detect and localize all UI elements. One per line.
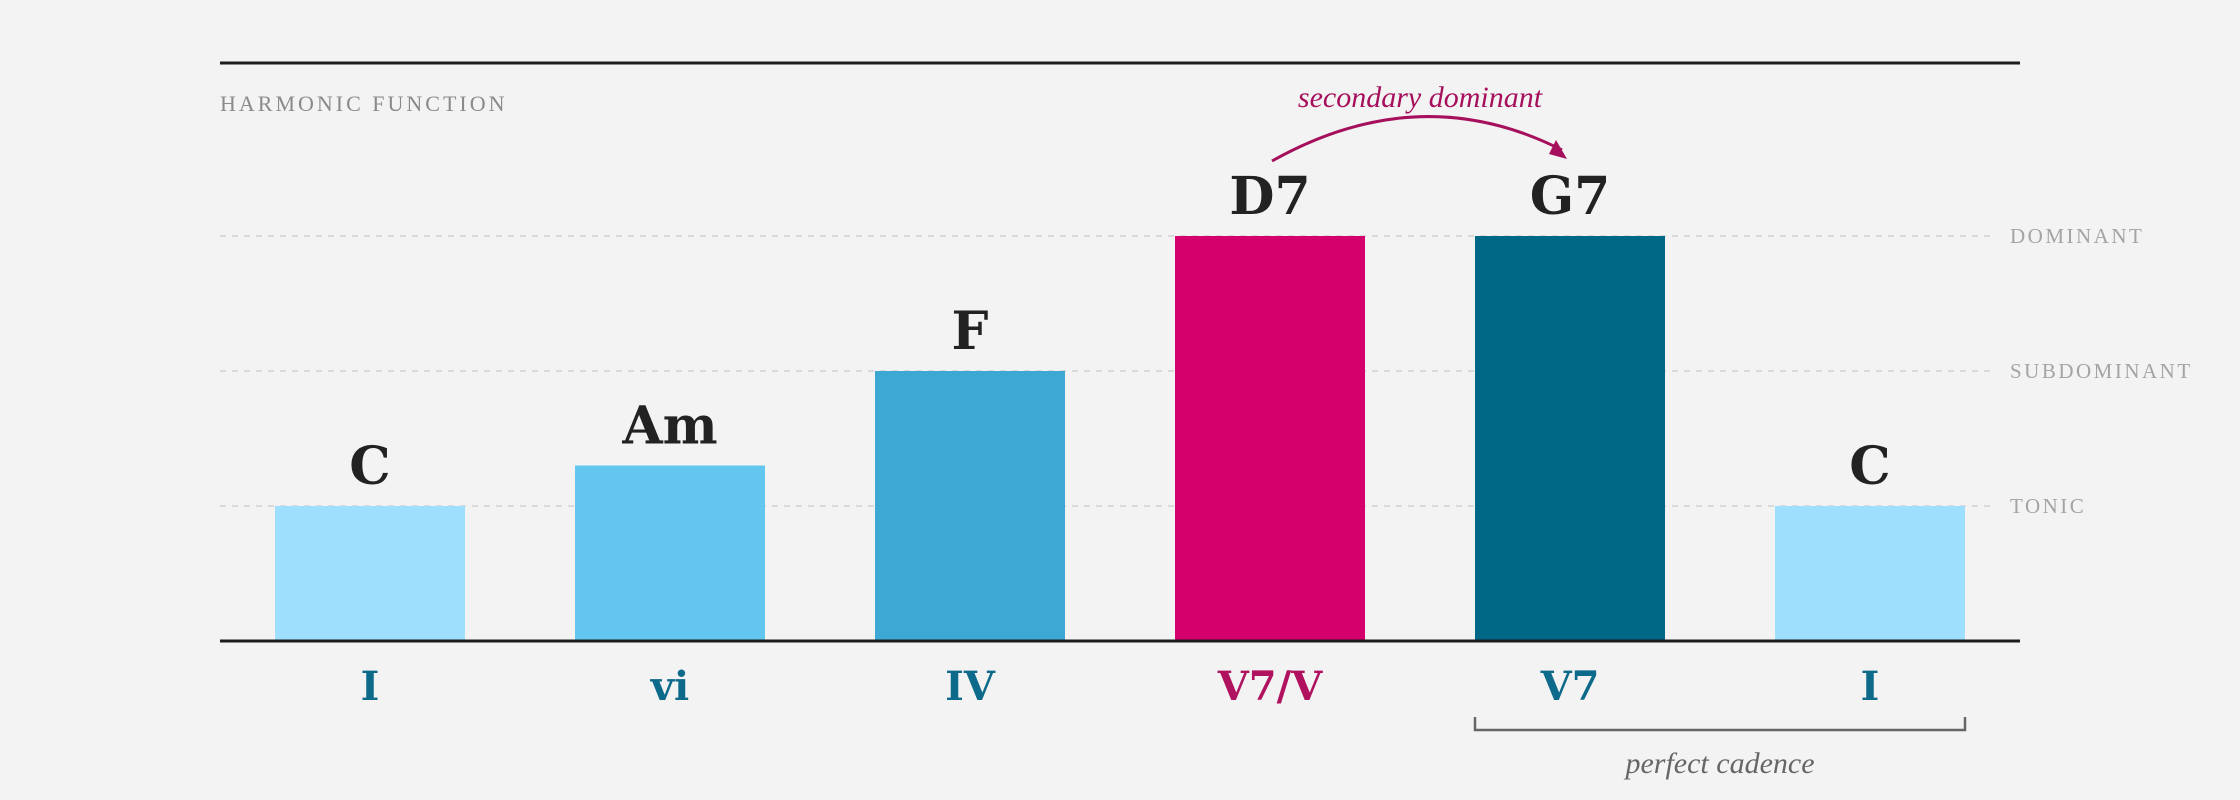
numeral-label-3: V7/V — [1217, 663, 1323, 710]
chord-label-3: D7 — [1229, 166, 1310, 227]
chord-label-4: G7 — [1530, 166, 1611, 227]
bar-0 — [275, 506, 465, 641]
numeral-label-1: vi — [650, 663, 689, 710]
arrow-head-icon — [1549, 140, 1567, 159]
secondary-dominant-annotation: secondary dominant — [1298, 81, 1543, 114]
numeral-label-5: I — [1861, 663, 1880, 710]
level-label-subdominant: SUBDOMINANT — [2010, 359, 2193, 383]
chord-label-2: F — [952, 301, 989, 362]
level-label-tonic: TONIC — [2010, 494, 2086, 518]
numeral-label-2: IV — [945, 663, 996, 710]
numeral-label-4: V7 — [1540, 663, 1600, 710]
bar-3 — [1175, 236, 1365, 641]
chord-label-1: Am — [621, 396, 717, 457]
bar-1 — [575, 465, 765, 641]
bar-4 — [1475, 236, 1665, 641]
secondary-dominant-arc — [1271, 115, 1563, 163]
numeral-label-0: I — [361, 663, 380, 710]
y-axis-title: HARMONIC FUNCTION — [220, 91, 508, 116]
level-label-dominant: DOMINANT — [2010, 224, 2144, 248]
chord-label-0: C — [349, 436, 390, 497]
perfect-cadence-annotation: perfect cadence — [1623, 747, 1814, 780]
chord-label-5: C — [1849, 436, 1890, 497]
bar-2 — [875, 371, 1065, 641]
bar-5 — [1775, 506, 1965, 641]
perfect-cadence-bracket — [1473, 717, 1967, 732]
